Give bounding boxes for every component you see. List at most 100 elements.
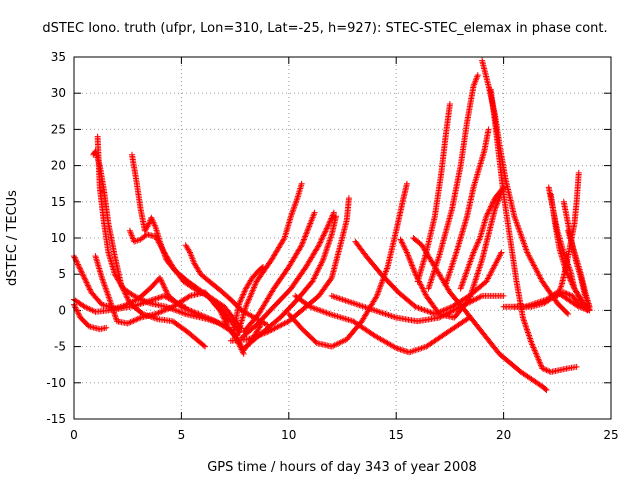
data-point xyxy=(494,200,501,207)
data-point xyxy=(76,265,83,272)
y-tick-label: -15 xyxy=(46,412,66,426)
data-point xyxy=(328,292,335,299)
data-point xyxy=(425,308,432,315)
data-point xyxy=(565,291,572,298)
x-tick-label: 25 xyxy=(603,428,618,442)
data-point xyxy=(109,306,116,313)
data-point xyxy=(446,101,453,108)
data-point xyxy=(519,314,526,321)
data-point xyxy=(341,297,348,304)
data-point xyxy=(485,209,492,216)
data-point xyxy=(495,197,502,204)
data-point xyxy=(371,307,378,314)
data-point xyxy=(317,238,324,245)
data-point xyxy=(409,263,416,270)
data-point xyxy=(524,328,531,335)
data-point xyxy=(176,308,183,315)
data-point xyxy=(84,280,91,287)
data-point xyxy=(376,308,383,315)
data-point xyxy=(401,243,408,250)
data-point xyxy=(325,222,332,229)
data-point xyxy=(424,308,431,315)
data-point xyxy=(321,252,328,259)
data-point xyxy=(536,359,543,366)
series-27 xyxy=(487,86,580,375)
data-point xyxy=(484,211,491,218)
data-point xyxy=(383,311,390,318)
data-point xyxy=(236,300,243,307)
data-point xyxy=(410,347,417,354)
data-point xyxy=(74,261,81,268)
data-point xyxy=(239,292,246,299)
data-point xyxy=(314,268,321,275)
data-point xyxy=(107,300,114,307)
data-point xyxy=(347,299,354,306)
data-point xyxy=(320,256,327,263)
data-point xyxy=(446,271,453,278)
data-point xyxy=(280,321,287,328)
data-point xyxy=(391,344,398,351)
data-point xyxy=(425,284,432,291)
data-point xyxy=(339,296,346,303)
data-point xyxy=(112,313,119,320)
data-point xyxy=(323,247,330,254)
data-point xyxy=(403,180,410,187)
data-point xyxy=(538,362,544,369)
data-point xyxy=(586,303,593,310)
data-point xyxy=(161,284,168,291)
data-point xyxy=(310,276,317,283)
data-point xyxy=(348,299,355,306)
data-point xyxy=(416,305,423,312)
data-point xyxy=(178,303,185,310)
data-point xyxy=(327,218,334,225)
data-point xyxy=(563,290,570,297)
data-point xyxy=(305,224,312,231)
data-point xyxy=(476,236,483,243)
data-point xyxy=(415,346,422,353)
data-point xyxy=(128,318,135,325)
data-point xyxy=(298,180,305,187)
data-point xyxy=(447,268,454,275)
data-point xyxy=(350,300,357,307)
data-point xyxy=(448,263,455,270)
axis-ticks: 0 5 10 15 20 25 -15 -10 -5 0 5 10 15 20 25 30 35 xyxy=(46,50,618,442)
data-point xyxy=(542,386,549,393)
data-point xyxy=(568,278,575,285)
data-point xyxy=(298,242,305,249)
data-point xyxy=(317,239,324,246)
data-point xyxy=(488,202,495,209)
data-point xyxy=(158,277,165,284)
data-point xyxy=(562,289,569,296)
data-point xyxy=(175,308,182,315)
data-point xyxy=(323,226,330,233)
data-point xyxy=(489,200,496,207)
data-point xyxy=(397,236,404,243)
data-point xyxy=(452,252,459,259)
data-point xyxy=(569,281,576,288)
data-point xyxy=(470,297,477,304)
data-point xyxy=(421,290,428,297)
data-point xyxy=(311,305,318,312)
data-point xyxy=(222,318,229,325)
data-point xyxy=(447,266,454,273)
data-point xyxy=(76,311,83,318)
data-point xyxy=(484,210,491,217)
data-point xyxy=(325,221,332,228)
data-point xyxy=(242,287,249,294)
data-point xyxy=(435,254,442,261)
data-point xyxy=(318,261,325,268)
data-point xyxy=(330,209,337,216)
series-33 xyxy=(554,169,582,299)
data-point xyxy=(105,294,112,301)
data-point xyxy=(421,307,428,314)
data-point xyxy=(86,286,93,293)
data-point xyxy=(299,239,306,246)
data-point xyxy=(435,256,442,263)
data-point xyxy=(82,276,89,283)
data-point xyxy=(543,367,550,374)
data-point xyxy=(450,257,457,264)
data-point xyxy=(420,287,427,294)
data-point xyxy=(242,303,249,310)
data-point xyxy=(328,232,335,239)
data-point xyxy=(310,304,317,311)
